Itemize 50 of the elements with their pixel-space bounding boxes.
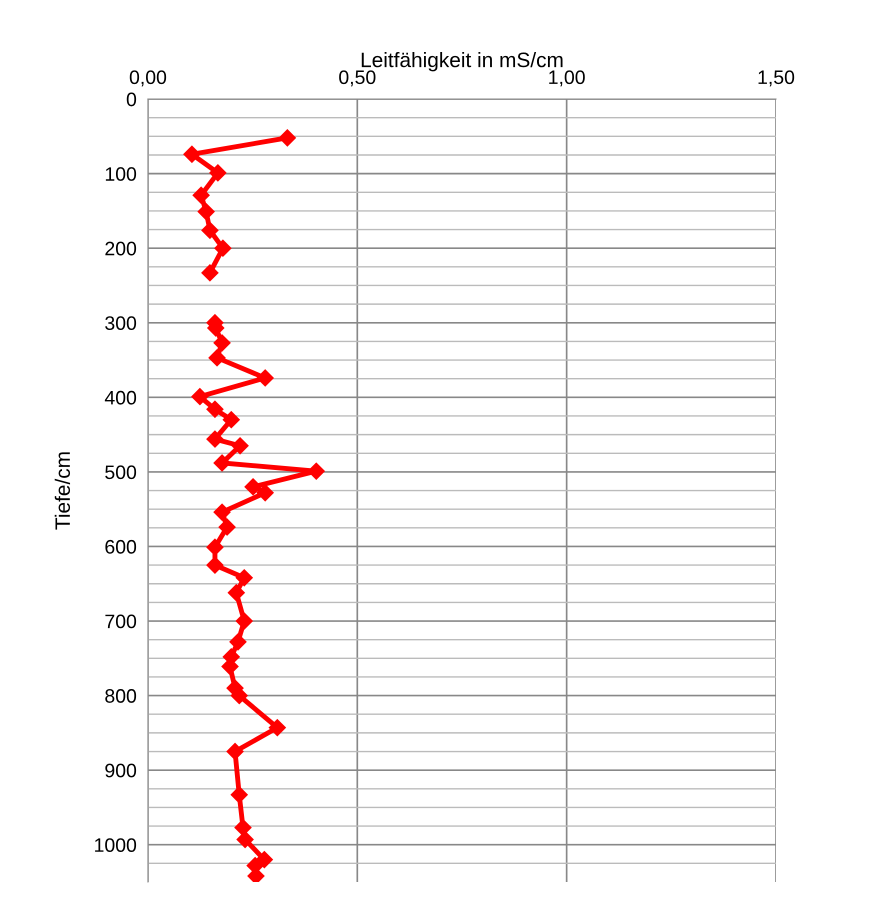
point — [208, 349, 226, 366]
y-tick-label: 1000 — [95, 838, 136, 852]
x-tick-label: 1,00 — [549, 70, 585, 86]
y-tick-label: 700 — [105, 614, 136, 628]
point — [206, 556, 224, 574]
point — [268, 719, 286, 736]
y-axis-title: Tiefe/cm — [54, 452, 70, 530]
y-tick-label: 600 — [105, 540, 136, 554]
point — [230, 786, 248, 804]
point — [229, 633, 247, 650]
y-tick-label: 100 — [106, 167, 136, 181]
y-tick-label: 400 — [104, 390, 136, 405]
point — [234, 819, 252, 836]
point — [206, 430, 224, 448]
y-tick-label: 800 — [105, 689, 136, 703]
point — [192, 186, 210, 204]
point — [206, 538, 224, 556]
point — [198, 203, 215, 220]
x-tick-label: 0,50 — [339, 70, 376, 86]
point — [232, 437, 249, 454]
y-tick-label: 500 — [105, 465, 136, 480]
point — [236, 612, 253, 630]
point — [214, 240, 232, 257]
y-tick-label: 300 — [105, 316, 136, 330]
point — [214, 454, 231, 472]
point — [256, 851, 273, 868]
point — [278, 129, 296, 146]
point — [201, 264, 218, 282]
point — [226, 742, 244, 760]
point — [228, 584, 245, 602]
x-tick-label: 0,00 — [130, 70, 166, 86]
point — [214, 334, 231, 352]
point — [236, 830, 254, 848]
point — [214, 504, 231, 521]
point — [256, 484, 274, 502]
y-tick-label: 200 — [105, 242, 136, 256]
x-tick-label: 1,50 — [758, 70, 794, 86]
point — [222, 411, 240, 428]
point — [236, 569, 253, 586]
point — [244, 478, 262, 496]
x-axis-title: Leitfähigkeit in mS/cm — [362, 52, 562, 72]
y-tick-label: 900 — [105, 764, 136, 778]
point — [201, 222, 218, 239]
y-tick-label: 0 — [126, 92, 136, 106]
point — [209, 164, 226, 182]
point — [218, 518, 236, 536]
point — [206, 400, 224, 418]
point — [183, 146, 200, 163]
point — [256, 369, 274, 386]
point — [191, 388, 208, 406]
